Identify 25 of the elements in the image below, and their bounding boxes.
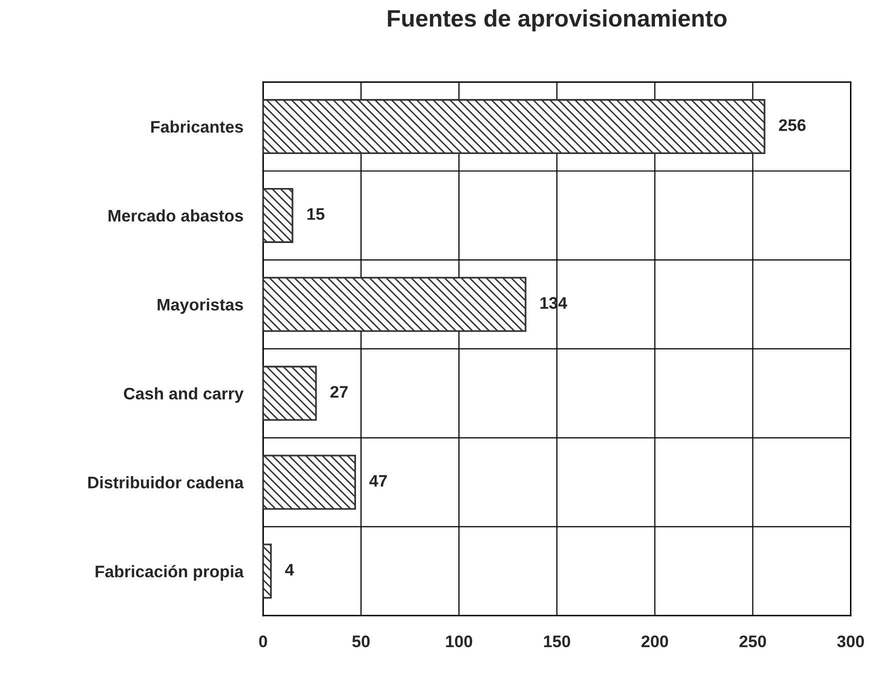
x-tick-label: 300 (837, 635, 864, 648)
y-tick-label: Fabricantes (151, 120, 243, 133)
bar (263, 454, 356, 510)
bar (263, 99, 766, 154)
data-label: 256 (778, 119, 806, 132)
x-tick-label: 0 (259, 635, 268, 648)
y-tick-label: Mayoristas (158, 298, 243, 314)
x-tick-label: 50 (352, 635, 370, 648)
x-tick-label: 150 (544, 635, 570, 648)
data-label: 27 (330, 386, 348, 398)
chart-title: Fuentes de aprovisionamiento (388, 9, 727, 32)
bar (263, 188, 294, 243)
y-tick-label: Cash and carry (124, 387, 244, 403)
bar (263, 276, 526, 332)
bar (263, 366, 317, 421)
x-tick-label: 250 (739, 635, 766, 648)
y-tick-label: Mercado abastos (108, 209, 243, 222)
y-tick-label: Fabricación propia (96, 565, 244, 581)
x-tick-label: 200 (642, 635, 668, 648)
data-label: 15 (307, 208, 324, 220)
x-tick-label: 100 (446, 635, 472, 648)
bar (263, 544, 272, 599)
y-tick-label: Distribuidor cadena (88, 476, 244, 488)
data-label: 47 (369, 475, 387, 487)
data-label: 4 (285, 564, 294, 576)
